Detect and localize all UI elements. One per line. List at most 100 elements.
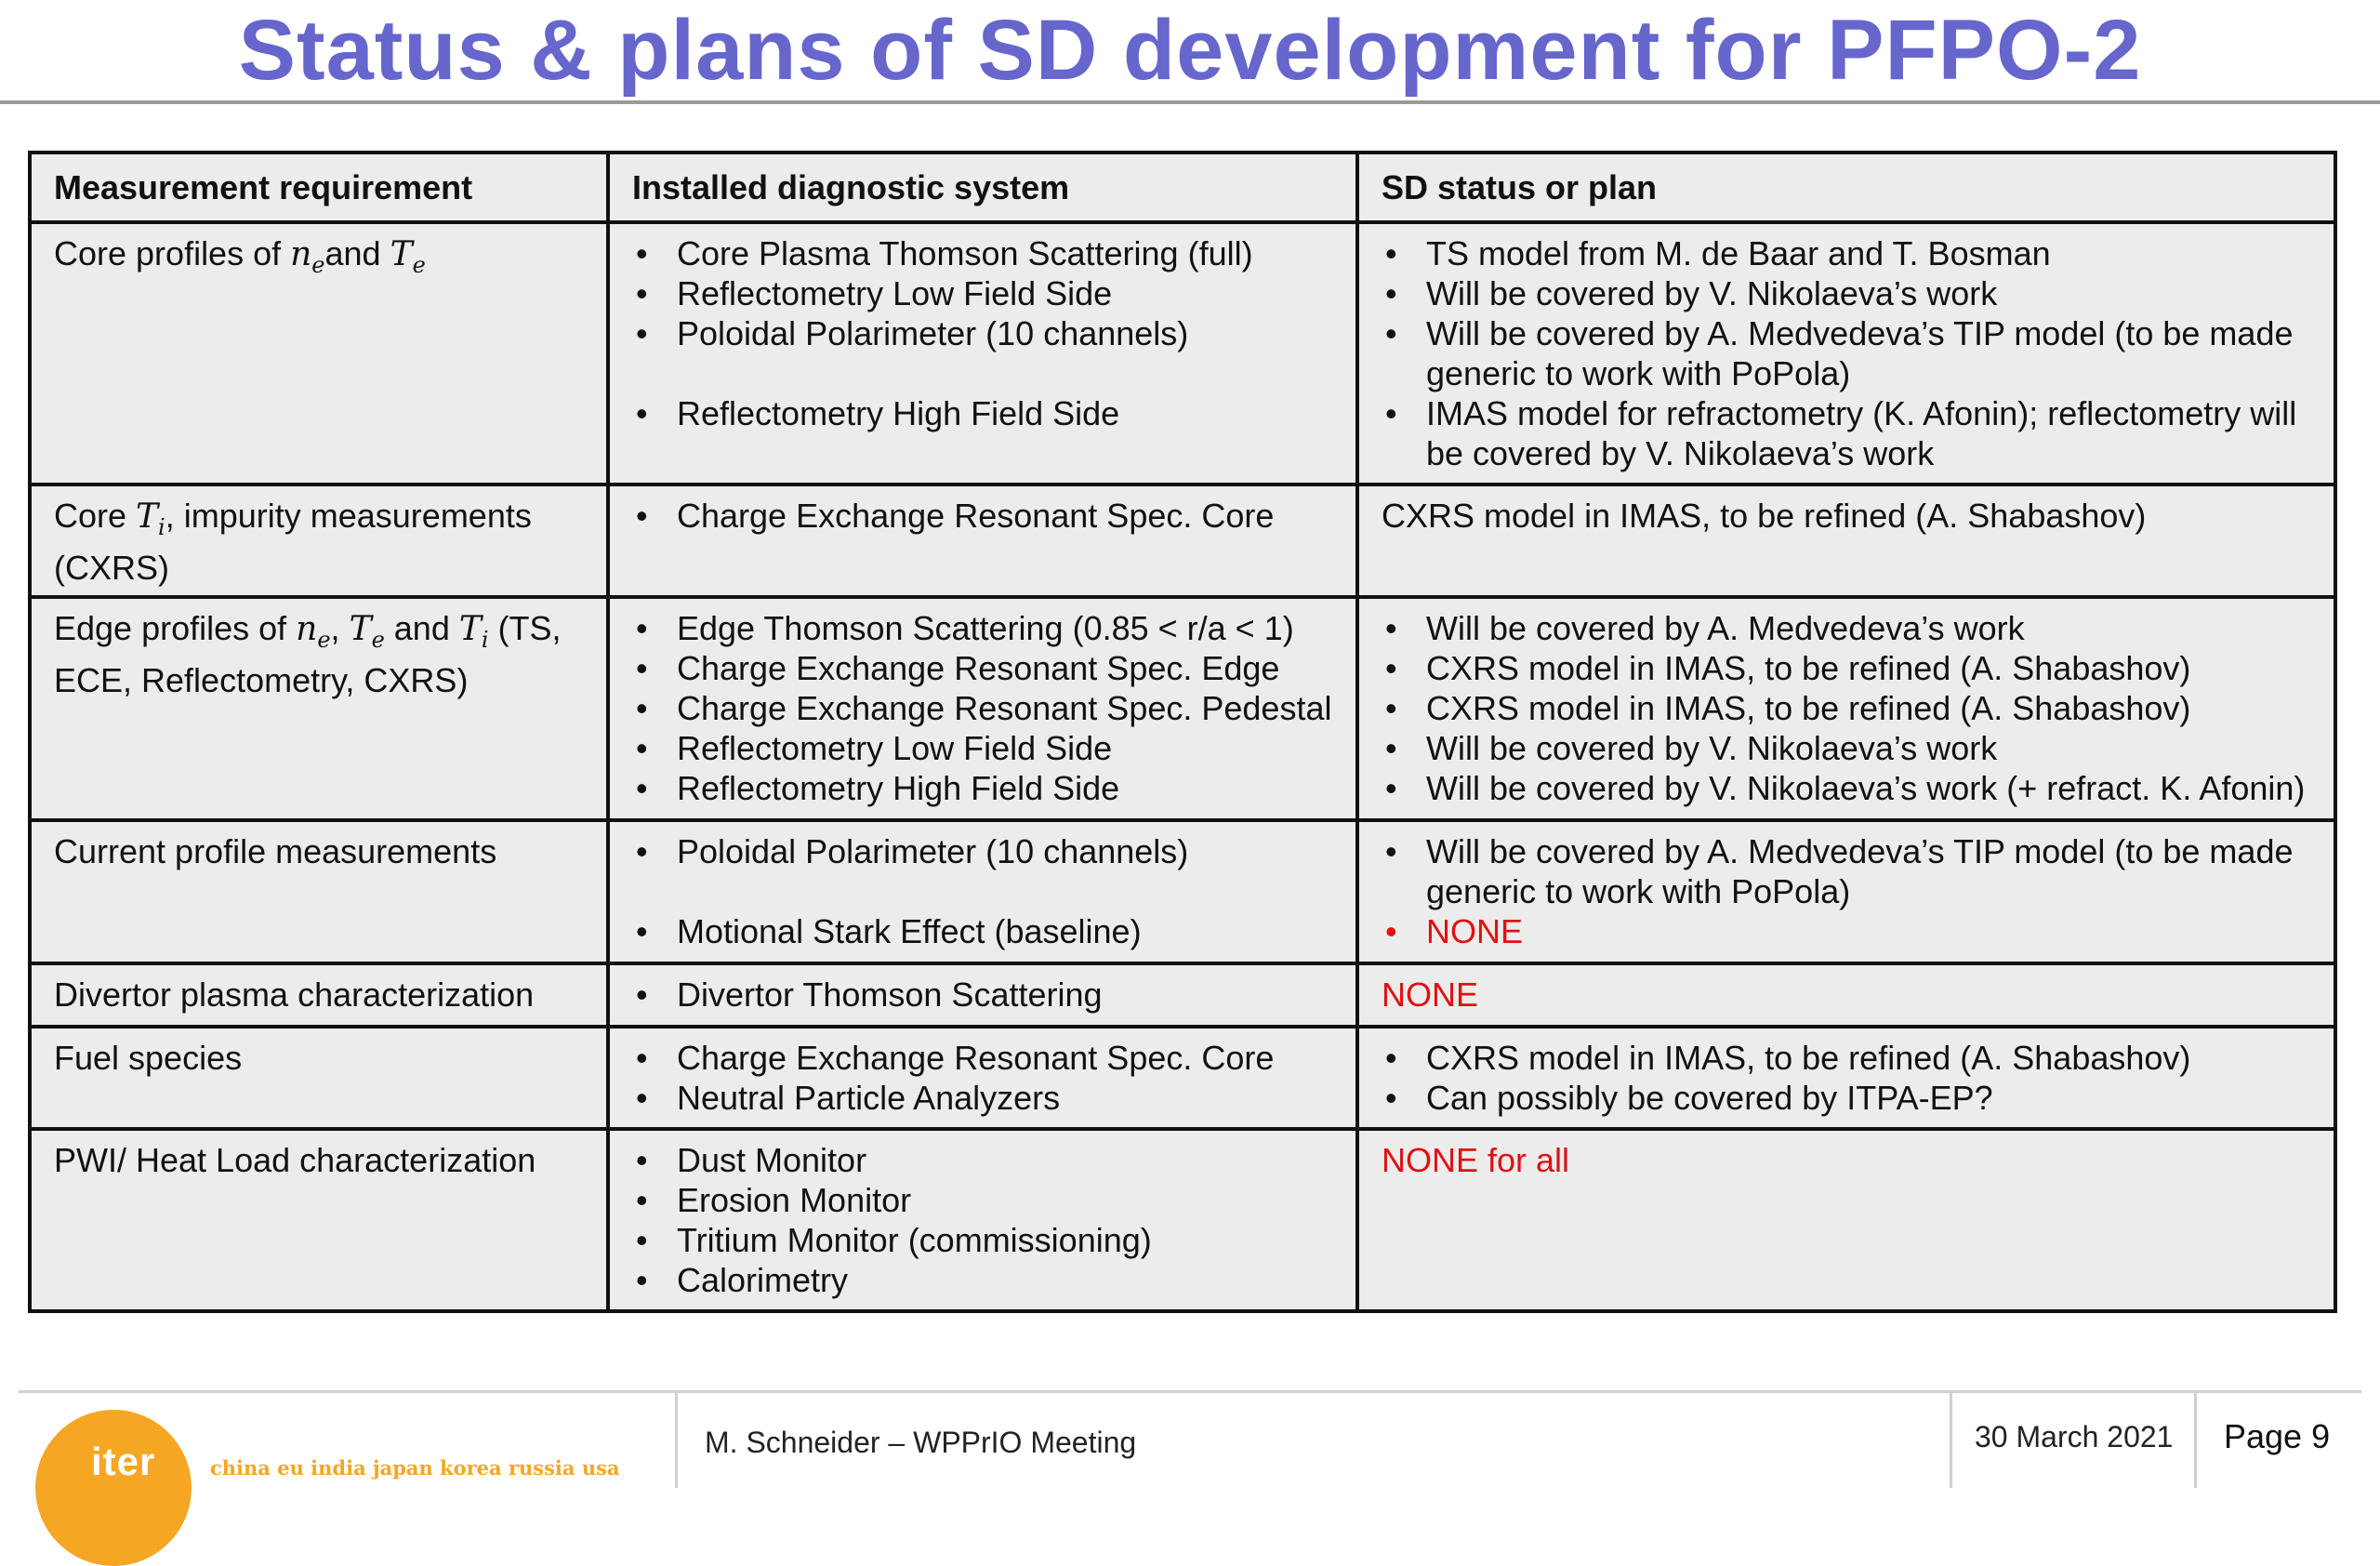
requirement-cell: Edge profiles of ne, Te and Ti (TS, ECE,… [28,595,610,823]
systems-list: Divertor Thomson Scattering [632,975,1333,1015]
footer-divider [19,1390,2361,1393]
list-item: CXRS model in IMAS, to be refined (A. Sh… [1382,688,2311,728]
table-row: Edge profiles of ne, Te and Ti (TS, ECE,… [28,595,2337,823]
list-item: Neutral Particle Analyzers [632,1078,1333,1118]
header-sd-status: SD status or plan [1355,151,2337,224]
systems-cell: Poloidal Polarimeter (10 channels) Motio… [606,818,1359,966]
requirement-text-and: and [324,234,390,272]
iter-logo-tagline: china eu india japan korea russia usa [210,1456,620,1480]
list-item: Poloidal Polarimeter (10 channels) [632,831,1333,871]
systems-list: Core Plasma Thomson Scattering (full) Re… [632,233,1333,433]
requirement-cell: Current profile measurements [28,818,610,966]
table-row: Fuel species Charge Exchange Resonant Sp… [28,1025,2337,1132]
list-item: Will be covered by A. Medvedeva’s TIP mo… [1382,831,2311,911]
systems-list: Edge Thomson Scattering (0.85 < r/a < 1)… [632,608,1333,808]
list-item: Can possibly be covered by ITPA-EP? [1382,1078,2311,1118]
status-table: Measurement requirement Installed diagno… [28,151,2337,1314]
symbol-T: Ti [458,610,489,654]
list-item: Charge Exchange Resonant Spec. Core [632,496,1333,536]
status-none: NONE [1382,911,2311,951]
page-number: Page 9 [2224,1417,2331,1455]
list-item: Calorimetry [632,1260,1333,1300]
list-item: Reflectometry Low Field Side [632,273,1333,313]
footer-separator [2194,1392,2197,1488]
status-cell: CXRS model in IMAS, to be refined (A. Sh… [1355,482,2337,600]
list-item: Will be covered by A. Medvedeva’s work [1382,608,2311,648]
list-item: Reflectometry High Field Side [632,768,1333,808]
table-row: Core profiles of neand Te Core Plasma Th… [28,220,2337,486]
header-measurement-requirement: Measurement requirement [28,151,610,224]
status-list: TS model from M. de Baar and T. Bosman W… [1382,233,2311,473]
systems-list: Charge Exchange Resonant Spec. Core [632,496,1333,536]
list-item: Poloidal Polarimeter (10 channels) [632,313,1333,353]
systems-list: Dust Monitor Erosion Monitor Tritium Mon… [632,1140,1333,1300]
status-list: Will be covered by A. Medvedeva’s work C… [1382,608,2311,808]
iter-logo-word: iter [91,1440,156,1483]
footer-date: 30 March 2021 [1975,1420,2174,1453]
requirement-text-prefix: Edge profiles of [54,609,297,648]
list-item: Reflectometry Low Field Side [632,728,1333,768]
table-row: Current profile measurements Poloidal Po… [28,818,2337,966]
table-row: Divertor plasma characterization Diverto… [28,962,2337,1029]
requirement-text-suffix: (TS, ECE, Reflectometry, CXRS) [54,609,562,700]
requirement-cell: PWI/ Heat Load characterization [28,1127,610,1314]
requirement-text-prefix: Core [54,497,137,535]
list-item: CXRS model in IMAS, to be refined (A. Sh… [1382,1038,2311,1078]
footer-separator [675,1392,678,1488]
status-list: CXRS model in IMAS, to be refined (A. Sh… [1382,1038,2311,1118]
list-item: Edge Thomson Scattering (0.85 < r/a < 1) [632,608,1333,648]
systems-cell: Divertor Thomson Scattering [606,962,1359,1029]
status-cell: TS model from M. de Baar and T. Bosman W… [1355,220,2337,486]
list-item: TS model from M. de Baar and T. Bosman [1382,233,2311,273]
slide-title: Status & plans of SD development for PFP… [238,3,2142,98]
status-cell: Will be covered by A. Medvedeva’s TIP mo… [1355,818,2337,966]
systems-list: Charge Exchange Resonant Spec. Core Neut… [632,1038,1333,1118]
separator-comma: , [330,609,350,648]
list-item: Charge Exchange Resonant Spec. Core [632,1038,1333,1078]
symbol-T: Te [390,235,426,279]
list-item: Will be covered by A. Medvedeva’s TIP mo… [1382,313,2311,393]
status-none: NONE for all [1355,1127,2337,1314]
systems-cell: Dust Monitor Erosion Monitor Tritium Mon… [606,1127,1359,1314]
table-row: PWI/ Heat Load characterization Dust Mon… [28,1127,2337,1314]
status-cell: Will be covered by A. Medvedeva’s work C… [1355,595,2337,823]
footer-author-meeting: M. Schneider – WPPrIO Meeting [705,1426,1137,1459]
systems-cell: Charge Exchange Resonant Spec. Core [606,482,1359,600]
list-item: Divertor Thomson Scattering [632,975,1333,1015]
list-item: Core Plasma Thomson Scattering (full) [632,233,1333,273]
list-item: Charge Exchange Resonant Spec. Pedestal [632,688,1333,728]
list-item: Charge Exchange Resonant Spec. Edge [632,648,1333,688]
list-item: Dust Monitor [632,1140,1333,1180]
footer-separator [1950,1392,1952,1488]
requirement-cell: Core Ti, impurity measurements (CXRS) [28,482,610,600]
symbol-n: ne [290,235,325,279]
list-item: Tritium Monitor (commissioning) [632,1220,1333,1260]
list-item: Will be covered by V. Nikolaeva’s work [1382,273,2311,313]
table-row: Core Ti, impurity measurements (CXRS) Ch… [28,482,2337,600]
list-item: CXRS model in IMAS, to be refined (A. Sh… [1382,648,2311,688]
systems-cell: Charge Exchange Resonant Spec. Core Neut… [606,1025,1359,1132]
table-header-row: Measurement requirement Installed diagno… [28,151,2337,224]
list-item: Erosion Monitor [632,1180,1333,1220]
list-item: Will be covered by V. Nikolaeva’s work [1382,728,2311,768]
list-item: IMAS model for refractometry (K. Afonin)… [1382,393,2311,473]
title-divider [0,100,2380,104]
requirement-cell: Core profiles of neand Te [28,220,610,486]
requirement-cell: Divertor plasma characterization [28,962,610,1029]
status-none: NONE [1355,962,2337,1029]
list-item: Reflectometry High Field Side [632,393,1333,433]
symbol-T: Te [349,610,385,654]
systems-cell: Edge Thomson Scattering (0.85 < r/a < 1)… [606,595,1359,823]
requirement-text-prefix: Core profiles of [54,234,291,272]
list-item: Motional Stark Effect (baseline) [632,911,1333,951]
symbol-T: Ti [136,498,165,541]
status-list: Will be covered by A. Medvedeva’s TIP mo… [1382,831,2311,951]
requirement-cell: Fuel species [28,1025,610,1132]
systems-cell: Core Plasma Thomson Scattering (full) Re… [606,220,1359,486]
iter-logo [35,1410,192,1566]
status-cell: CXRS model in IMAS, to be refined (A. Sh… [1355,1025,2337,1132]
requirement-text-suffix: , impurity measurements (CXRS) [54,497,532,588]
systems-list: Poloidal Polarimeter (10 channels) Motio… [632,831,1333,951]
list-item: Will be covered by V. Nikolaeva’s work (… [1382,768,2311,808]
header-installed-diagnostic-system: Installed diagnostic system [606,151,1359,224]
